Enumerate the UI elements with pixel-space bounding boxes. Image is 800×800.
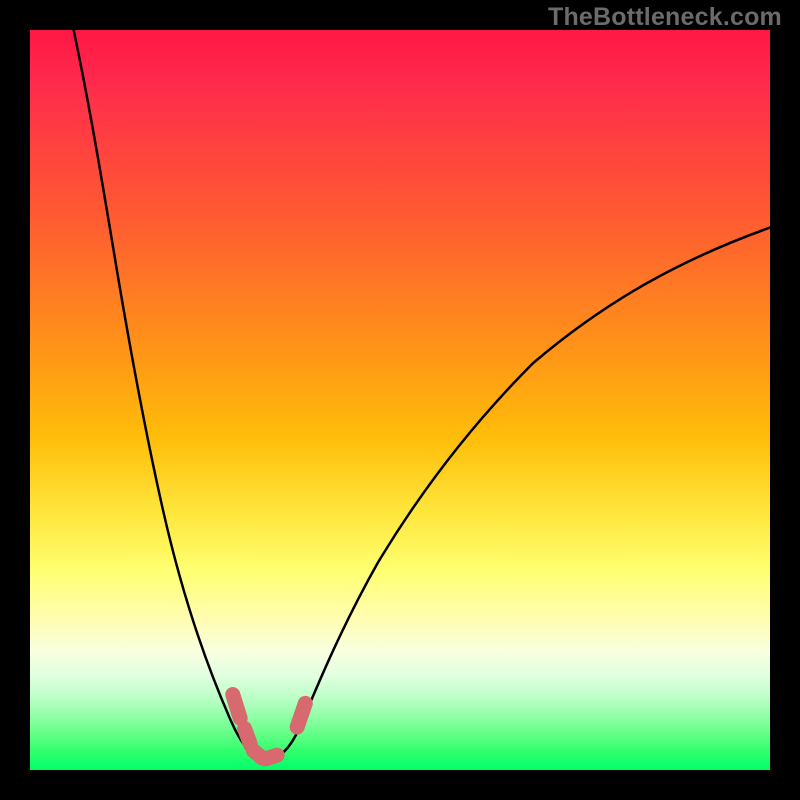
plot-area — [30, 30, 770, 770]
highlight-segment — [233, 695, 240, 719]
highlight-segment — [265, 755, 277, 759]
watermark-text: TheBottleneck.com — [548, 3, 782, 32]
highlight-segment — [297, 703, 305, 727]
plot-svg — [30, 30, 770, 770]
highlight-segment — [245, 729, 251, 745]
